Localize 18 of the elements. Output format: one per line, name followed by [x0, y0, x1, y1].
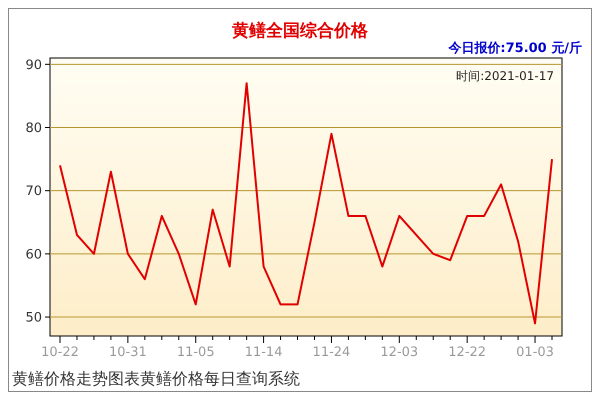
line-series [59, 82, 553, 324]
x-tick-label: 10-31 [108, 345, 147, 360]
chart-subtitle: 今日报价:75.00 元/斤 [447, 40, 582, 56]
chart-title: 黄鳝全国综合价格 [231, 21, 369, 41]
y-tick-label: 70 [25, 184, 42, 200]
y-tick-label: 50 [25, 310, 42, 326]
x-tick-label: 12-03 [380, 345, 418, 360]
x-tick-label: 11-14 [244, 345, 282, 360]
x-tick-label: 10-22 [41, 345, 79, 360]
y-tick-label: 60 [25, 247, 42, 262]
x-tick-label: 12-22 [448, 345, 486, 360]
y-tick-label: 90 [25, 58, 42, 73]
x-tick-label: 01-03 [516, 345, 554, 360]
text: 黄鳝价格走势图表黄鳝价格每日查询系统 [12, 369, 300, 388]
annotation: 时间:2021-01-17 [456, 69, 554, 83]
y-tick-label: 80 [25, 121, 42, 136]
x-tick-label: 11-05 [176, 345, 215, 360]
x-tick-label: 11-24 [312, 345, 350, 360]
